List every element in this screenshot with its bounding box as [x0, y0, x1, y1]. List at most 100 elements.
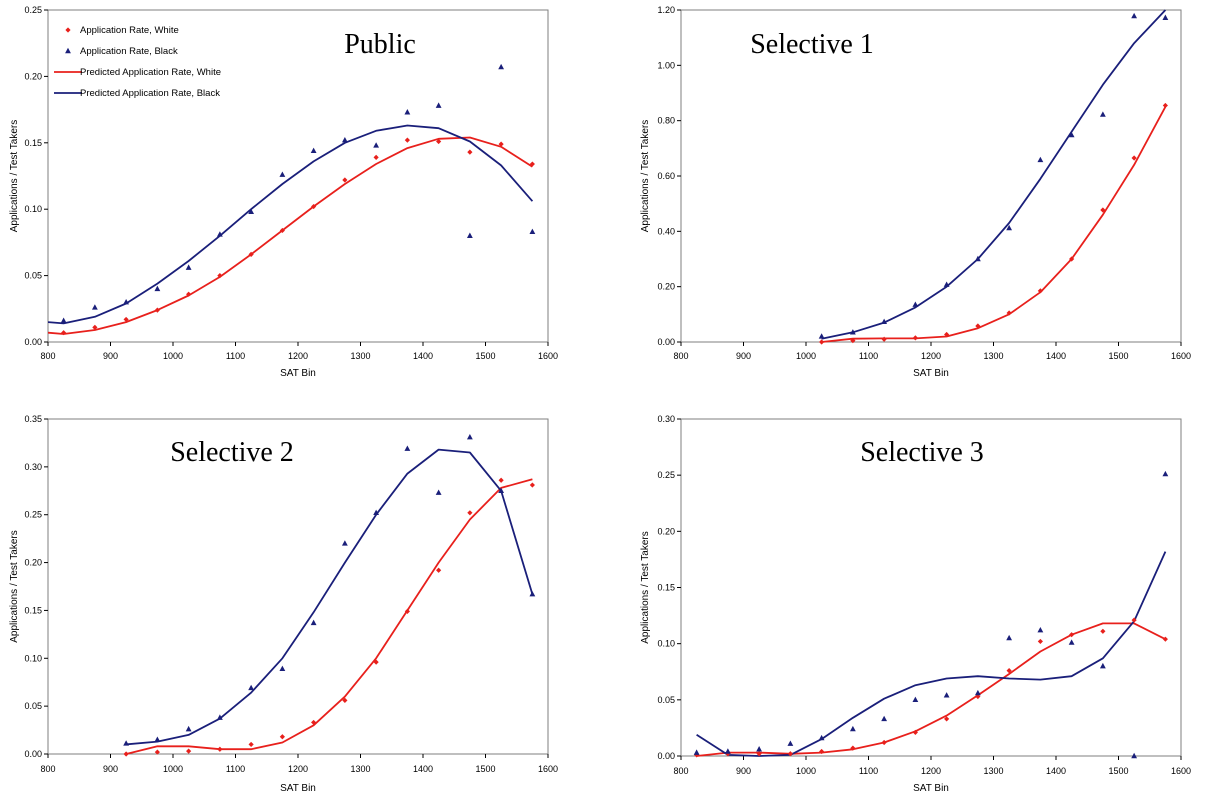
series-line-predicted-application-rate-white — [821, 106, 1167, 343]
point-black-rate — [154, 285, 161, 292]
x-tick-label: 800 — [673, 351, 688, 361]
point-white-rate — [1069, 256, 1075, 262]
point-black-rate — [1162, 470, 1169, 477]
y-tick-label: 0.10 — [24, 653, 42, 663]
y-tick-label: 0.05 — [657, 695, 675, 705]
legend-label: Application Rate, Black — [80, 46, 178, 57]
point-white-rate — [467, 510, 473, 516]
point-black-rate — [373, 509, 380, 515]
plot-frame — [680, 9, 1182, 343]
point-black-rate — [818, 333, 825, 339]
point-white-rate — [850, 338, 856, 344]
point-black-rate — [1037, 156, 1044, 163]
chart-panel-selective-2: 0.00 0.05 0.10 0.15 0.20 0.25 0.30 0.35 800 900 10… — [9, 414, 558, 794]
series-line-predicted-application-rate-white — [696, 622, 1166, 757]
panel-title: Selective 2 — [170, 437, 294, 468]
x-tick-label: 1000 — [163, 764, 183, 774]
point-black-rate — [404, 109, 411, 115]
point-white-rate — [467, 149, 473, 155]
point-white-rate — [1069, 632, 1075, 638]
point-white-rate — [1131, 617, 1137, 623]
x-tick-label: 800 — [40, 351, 55, 361]
panel-title: Selective 1 — [750, 29, 874, 60]
point-black-rate — [154, 736, 161, 742]
point-black-rate — [529, 590, 536, 597]
point-white-rate — [404, 137, 410, 143]
point-black-rate — [248, 684, 255, 691]
point-white-rate — [787, 751, 793, 757]
point-white-rate — [311, 203, 317, 210]
point-black-rate — [185, 264, 192, 270]
x-tick-label: 1100 — [859, 766, 878, 776]
point-black-rate — [1131, 12, 1138, 19]
x-tick-label: 1500 — [1108, 766, 1128, 776]
point-black-rate — [724, 748, 731, 754]
x-tick-label: 1300 — [983, 351, 1003, 361]
x-tick-label: 1000 — [796, 351, 816, 361]
x-tick-label: 800 — [673, 766, 688, 776]
point-white-rate — [186, 748, 192, 754]
point-white-rate — [279, 734, 285, 740]
point-black-rate — [1131, 752, 1138, 759]
point-black-rate — [1037, 626, 1044, 633]
chart-panel-selective-1: 0.00 0.20 0.40 0.60 0.80 1.00 1.20 800 900 1000 11… — [640, 5, 1191, 379]
legend: Application Rate, White Application Rate,… — [54, 25, 221, 99]
point-white-rate — [498, 477, 504, 483]
point-white-rate — [756, 751, 762, 757]
point-black-rate — [341, 540, 348, 546]
y-tick-label: 0.20 — [24, 71, 42, 81]
point-white-rate — [1162, 102, 1168, 109]
point-black-rate — [279, 171, 286, 177]
y-tick-label: 0.15 — [24, 605, 42, 615]
x-tick-label: 1200 — [921, 766, 941, 776]
point-white-rate — [217, 746, 223, 752]
point-white-rate — [61, 330, 67, 336]
point-white-rate — [912, 335, 918, 341]
point-white-rate — [342, 177, 348, 183]
point-black-rate — [529, 228, 536, 234]
x-tick-label: 1100 — [859, 351, 878, 361]
point-black-rate — [943, 692, 950, 698]
x-tick-label: 1600 — [1171, 351, 1191, 361]
point-white-rate — [186, 291, 192, 297]
x-tick-label: 1500 — [475, 351, 495, 361]
point-white-rate — [373, 154, 379, 161]
point-white-rate — [311, 719, 317, 726]
y-tick-label: 0.05 — [24, 701, 42, 711]
point-white-rate — [123, 751, 129, 757]
point-black-rate — [216, 714, 223, 720]
y-tick-label: 0.40 — [657, 226, 675, 236]
x-axis-label: SAT Bin — [913, 368, 949, 379]
chart-panel-selective-3: 0.00 0.05 0.10 0.15 0.20 0.25 0.30 800 900 1000 11… — [640, 414, 1191, 794]
y-axis-label: Applications / Test Takers — [9, 120, 20, 232]
y-tick-label: 0.15 — [24, 138, 42, 148]
x-tick-label: 1400 — [413, 764, 433, 774]
point-white-rate — [850, 745, 856, 751]
point-black-rate — [849, 329, 856, 335]
point-black-rate — [1068, 639, 1075, 645]
point-black-rate — [498, 487, 505, 493]
x-tick-label: 900 — [736, 766, 751, 776]
plot-area — [123, 433, 536, 757]
point-white-rate — [1006, 310, 1012, 316]
point-black-rate — [310, 619, 317, 626]
point-white-rate — [1100, 628, 1106, 634]
point-white-rate — [498, 141, 504, 147]
chart-panel-public: 0.00 0.05 0.10 0.15 0.20 0.25 800 900 1000 1100 12… — [9, 5, 558, 379]
point-white-rate — [1100, 207, 1106, 213]
point-black-rate — [881, 318, 888, 325]
x-tick-label: 1400 — [1046, 766, 1066, 776]
point-black-rate — [435, 102, 442, 108]
y-tick-label: 0.35 — [24, 414, 42, 424]
point-black-rate — [435, 489, 442, 495]
plot-area — [48, 63, 536, 336]
x-tick-label: 1200 — [288, 764, 308, 774]
point-white-rate — [944, 716, 950, 722]
point-white-rate — [975, 323, 981, 329]
point-black-rate — [974, 255, 981, 262]
point-black-rate — [849, 725, 856, 732]
point-white-rate — [217, 273, 223, 279]
point-white-rate — [529, 482, 535, 488]
point-white-rate — [912, 729, 918, 736]
x-tick-label: 1600 — [538, 764, 558, 774]
